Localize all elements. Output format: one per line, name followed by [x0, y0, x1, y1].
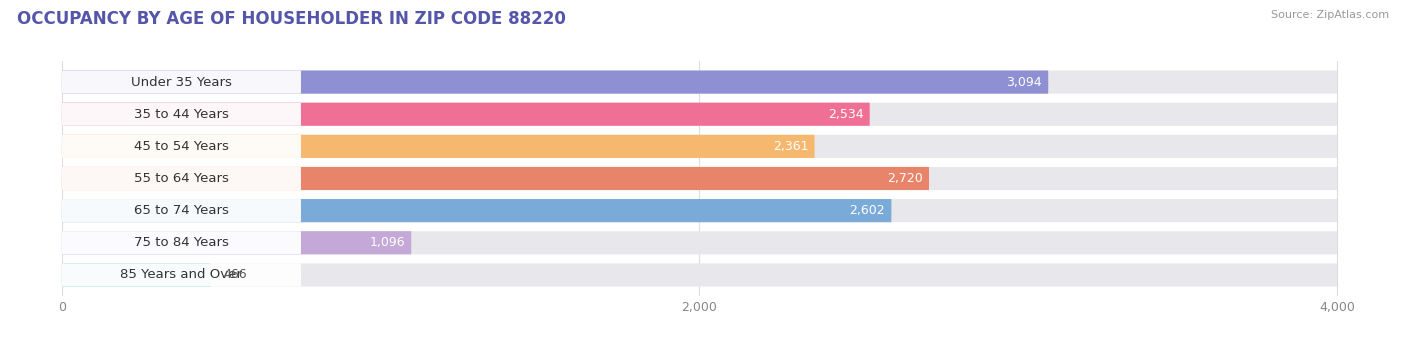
Text: 1,096: 1,096 — [370, 236, 405, 249]
FancyBboxPatch shape — [62, 264, 1337, 287]
Text: 45 to 54 Years: 45 to 54 Years — [134, 140, 229, 153]
Text: 2,361: 2,361 — [773, 140, 808, 153]
Text: 35 to 44 Years: 35 to 44 Years — [134, 108, 229, 121]
FancyBboxPatch shape — [62, 264, 301, 287]
FancyBboxPatch shape — [62, 135, 301, 158]
Text: OCCUPANCY BY AGE OF HOUSEHOLDER IN ZIP CODE 88220: OCCUPANCY BY AGE OF HOUSEHOLDER IN ZIP C… — [17, 10, 565, 28]
FancyBboxPatch shape — [62, 264, 211, 287]
FancyBboxPatch shape — [62, 70, 301, 94]
FancyBboxPatch shape — [62, 70, 1337, 94]
Text: 3,094: 3,094 — [1007, 75, 1042, 89]
Text: 2,534: 2,534 — [828, 108, 863, 121]
Text: Under 35 Years: Under 35 Years — [131, 75, 232, 89]
FancyBboxPatch shape — [62, 199, 1337, 222]
FancyBboxPatch shape — [62, 199, 301, 222]
Text: 75 to 84 Years: 75 to 84 Years — [134, 236, 229, 249]
FancyBboxPatch shape — [62, 103, 301, 126]
Text: 65 to 74 Years: 65 to 74 Years — [134, 204, 229, 217]
Text: Source: ZipAtlas.com: Source: ZipAtlas.com — [1271, 10, 1389, 20]
FancyBboxPatch shape — [62, 199, 891, 222]
FancyBboxPatch shape — [62, 103, 1337, 126]
FancyBboxPatch shape — [62, 70, 1049, 94]
FancyBboxPatch shape — [62, 231, 412, 254]
FancyBboxPatch shape — [62, 135, 1337, 158]
FancyBboxPatch shape — [62, 167, 929, 190]
FancyBboxPatch shape — [62, 167, 1337, 190]
Text: 2,720: 2,720 — [887, 172, 922, 185]
Text: 85 Years and Over: 85 Years and Over — [121, 268, 242, 282]
FancyBboxPatch shape — [62, 103, 870, 126]
FancyBboxPatch shape — [62, 231, 301, 254]
FancyBboxPatch shape — [62, 231, 1337, 254]
Text: 55 to 64 Years: 55 to 64 Years — [134, 172, 229, 185]
Text: 2,602: 2,602 — [849, 204, 884, 217]
FancyBboxPatch shape — [62, 135, 814, 158]
Text: 466: 466 — [224, 268, 247, 282]
FancyBboxPatch shape — [62, 167, 301, 190]
